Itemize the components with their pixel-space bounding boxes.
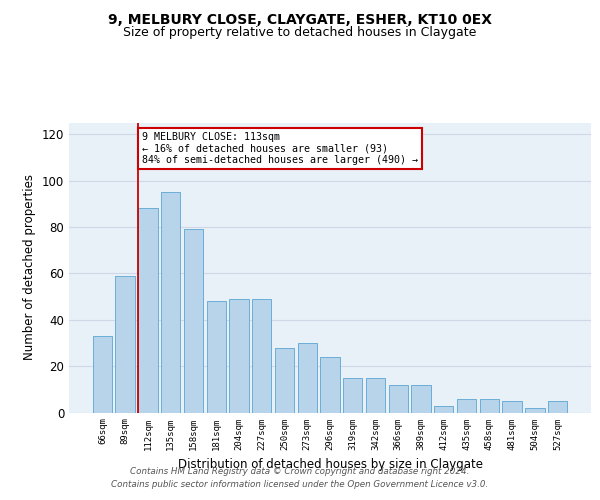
- Text: 9 MELBURY CLOSE: 113sqm
← 16% of detached houses are smaller (93)
84% of semi-de: 9 MELBURY CLOSE: 113sqm ← 16% of detache…: [142, 132, 418, 165]
- Bar: [434, 406, 454, 412]
- Bar: [138, 208, 158, 412]
- Text: 9, MELBURY CLOSE, CLAYGATE, ESHER, KT10 0EX: 9, MELBURY CLOSE, CLAYGATE, ESHER, KT10 …: [108, 12, 492, 26]
- Bar: [320, 357, 340, 412]
- Bar: [115, 276, 135, 412]
- Text: Contains HM Land Registry data © Crown copyright and database right 2024.: Contains HM Land Registry data © Crown c…: [130, 467, 470, 476]
- Bar: [389, 384, 408, 412]
- Bar: [252, 299, 271, 412]
- Bar: [502, 401, 522, 412]
- Bar: [93, 336, 112, 412]
- Bar: [161, 192, 181, 412]
- Bar: [525, 408, 545, 412]
- Bar: [457, 398, 476, 412]
- Text: Contains public sector information licensed under the Open Government Licence v3: Contains public sector information licen…: [112, 480, 488, 489]
- Bar: [184, 229, 203, 412]
- Bar: [548, 401, 567, 412]
- Bar: [343, 378, 362, 412]
- Bar: [298, 343, 317, 412]
- X-axis label: Distribution of detached houses by size in Claygate: Distribution of detached houses by size …: [178, 458, 482, 471]
- Y-axis label: Number of detached properties: Number of detached properties: [23, 174, 36, 360]
- Bar: [206, 301, 226, 412]
- Bar: [366, 378, 385, 412]
- Bar: [229, 299, 248, 412]
- Bar: [479, 398, 499, 412]
- Bar: [412, 384, 431, 412]
- Text: Size of property relative to detached houses in Claygate: Size of property relative to detached ho…: [124, 26, 476, 39]
- Bar: [275, 348, 294, 412]
